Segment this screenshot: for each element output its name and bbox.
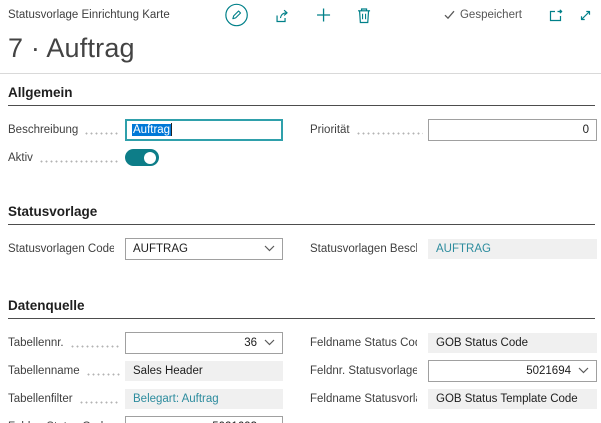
feldname-status-code-label: Feldname Status Code	[310, 336, 417, 349]
field-prioritaet: Priorität 0	[310, 118, 597, 141]
prioritaet-input[interactable]: 0	[428, 118, 597, 141]
selected-text: Auftrag	[132, 123, 172, 136]
open-in-window-button[interactable]	[548, 8, 564, 23]
feldname-statusvorlagen-label: Feldname Statusvorla...	[310, 392, 417, 405]
statusvorlagen-code-dropdown[interactable]: AUFTRAG	[125, 237, 283, 260]
share-icon	[273, 7, 290, 24]
feldnr-status-code-label: Feldnr. Status Code	[8, 421, 125, 423]
dotted-leader	[69, 344, 120, 348]
toolbar: Statusvorlage Einrichtung Karte	[0, 0, 601, 30]
page-caption: Statusvorlage Einrichtung Karte	[8, 9, 170, 21]
field-aktiv: Aktiv	[8, 146, 283, 169]
section-rule	[8, 105, 595, 106]
save-status-label: Gespeichert	[459, 9, 522, 21]
tabellenname-field: Sales Header	[125, 360, 283, 381]
feldname-statusvorlagen-field: GOB Status Template Code	[428, 388, 597, 409]
text-caret	[171, 123, 173, 136]
tabellenfilter-label: Tabellenfilter	[8, 393, 125, 405]
diagonal-expand-icon	[578, 8, 593, 23]
trash-icon	[356, 7, 371, 24]
dotted-leader	[85, 372, 120, 376]
aktiv-toggle[interactable]	[125, 149, 159, 166]
section-statusvorlage-fields: Statusvorlagen Code AUFTRAG Statusvorlag…	[0, 225, 601, 265]
feldnr-status-code-dropdown[interactable]: 5021693	[125, 415, 283, 423]
delete-button[interactable]	[356, 7, 371, 24]
section-datenquelle-fields: Tabellennr. 36 Tabellenname Sales Header…	[0, 319, 601, 423]
field-feldname-statusvorlagen: Feldname Statusvorla... GOB Status Templ…	[310, 387, 597, 410]
tabellenfilter-field[interactable]: Belegart: Auftrag	[125, 388, 283, 409]
toolbar-status: Gespeichert	[444, 8, 593, 23]
feldnr-statusvorlagen-label: Feldnr. Statusvorlagen...	[310, 364, 417, 377]
aktiv-label: Aktiv	[8, 152, 125, 164]
field-statusvorlagen-beschreibung: Statusvorlagen Beschr... AUFTRAG	[310, 237, 597, 260]
toggle-knob	[144, 151, 156, 164]
section-allgemein-fields: Beschreibung Auftrag Aktiv Priorität	[0, 106, 601, 174]
plus-icon	[315, 7, 331, 23]
statusvorlagen-beschreibung-label: Statusvorlagen Beschr...	[310, 242, 417, 255]
tabellennr-dropdown[interactable]: 36	[125, 331, 283, 354]
field-tabellennr: Tabellennr. 36	[8, 331, 283, 354]
field-statusvorlagen-code: Statusvorlagen Code AUFTRAG	[8, 237, 283, 260]
pencil-circle-icon	[224, 3, 248, 27]
statusvorlagen-beschreibung-field[interactable]: AUFTRAG	[428, 238, 597, 259]
section-heading-datenquelle[interactable]: Datenquelle	[8, 298, 85, 313]
field-tabellenname: Tabellenname Sales Header	[8, 359, 283, 382]
section-rule	[8, 318, 595, 319]
edit-button[interactable]	[224, 3, 248, 27]
tabellennr-label: Tabellennr.	[8, 337, 125, 349]
page-title: 7 · Auftrag	[8, 33, 135, 63]
share-button[interactable]	[273, 7, 290, 24]
section-heading-allgemein[interactable]: Allgemein	[8, 85, 73, 100]
prioritaet-label: Priorität	[310, 124, 428, 136]
field-feldnr-status-code: Feldnr. Status Code 5021693	[8, 415, 283, 423]
title-divider	[0, 73, 601, 74]
toolbar-actions	[224, 0, 371, 30]
beschreibung-input[interactable]: Auftrag	[125, 118, 283, 141]
section-heading-statusvorlage[interactable]: Statusvorlage	[8, 204, 98, 219]
save-status: Gespeichert	[444, 9, 522, 21]
feldnr-statusvorlagen-dropdown[interactable]: 5021694	[428, 359, 597, 382]
statusvorlagen-code-label: Statusvorlagen Code	[8, 242, 114, 255]
checkmark-icon	[444, 10, 455, 20]
dotted-leader	[84, 131, 120, 135]
field-feldnr-statusvorlagen: Feldnr. Statusvorlagen... 5021694	[310, 359, 597, 382]
dotted-leader	[38, 159, 120, 163]
field-beschreibung: Beschreibung Auftrag	[8, 118, 283, 141]
tabellenname-label: Tabellenname	[8, 365, 125, 377]
chevron-down-icon[interactable]	[264, 245, 275, 252]
new-button[interactable]	[315, 7, 331, 23]
beschreibung-label: Beschreibung	[8, 124, 125, 136]
feldname-status-code-field: GOB Status Code	[428, 332, 597, 353]
section-rule	[8, 224, 595, 225]
field-tabellenfilter: Tabellenfilter Belegart: Auftrag	[8, 387, 283, 410]
chevron-down-icon[interactable]	[578, 367, 589, 374]
chevron-down-icon[interactable]	[264, 339, 275, 346]
dotted-leader	[355, 131, 423, 135]
dotted-leader	[78, 400, 120, 404]
open-in-window-icon	[548, 8, 564, 23]
expand-page-button[interactable]	[578, 8, 593, 23]
field-feldname-status-code: Feldname Status Code GOB Status Code	[310, 331, 597, 354]
